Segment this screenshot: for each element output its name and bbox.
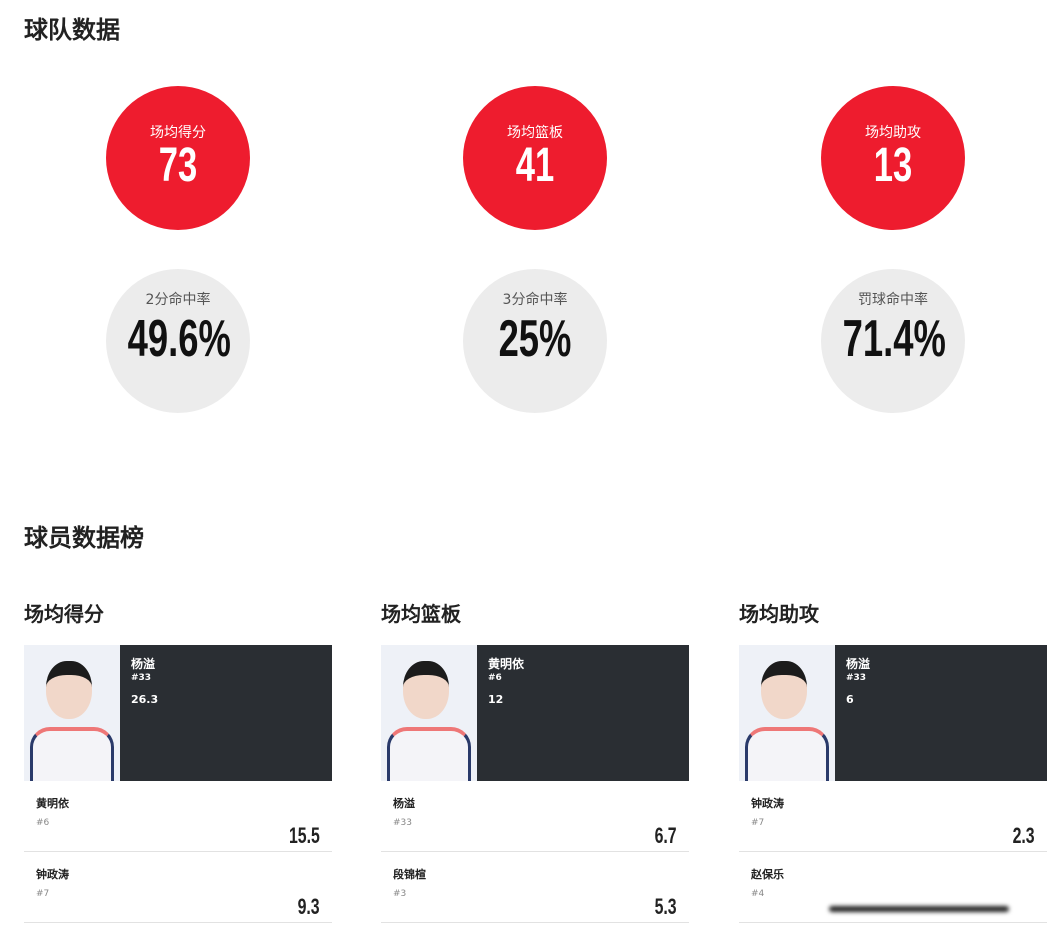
player-number: #33 (846, 673, 867, 683)
player-number: #33 (131, 673, 152, 683)
player-stat-value: 9.3 (297, 894, 320, 919)
stat-label: 3分命中率 (502, 292, 568, 308)
player-number: #33 (393, 818, 412, 828)
player-stats-title: 球员数据榜 (24, 524, 144, 552)
leader-card[interactable]: 黄明依 #6 12 (381, 645, 689, 781)
stat-circle-assists: 场均助攻 13 (821, 86, 965, 230)
stat-circle-points: 场均得分 73 (106, 86, 250, 230)
stat-circle-ft: 罚球命中率 71.4% (821, 269, 965, 413)
player-stat-value: 12 (488, 693, 504, 706)
player-stat-value: 15.5 (289, 823, 320, 848)
leader-card[interactable]: 杨溢 #33 26.3 (24, 645, 332, 781)
leader-card[interactable]: 杨溢 #33 6 (739, 645, 1047, 781)
player-name: 赵保乐 (751, 868, 784, 881)
player-stat-value: 26.3 (131, 693, 159, 706)
leaderboard-row[interactable]: 段锦楦 #3 5.3 (381, 852, 689, 923)
leaderboard-title: 场均得分 (24, 602, 104, 626)
stat-value: 13 (873, 139, 913, 192)
player-number: #6 (36, 818, 50, 828)
player-stat-value: 6.7 (654, 823, 677, 848)
player-number: #6 (488, 673, 502, 683)
leaderboard-row[interactable]: 杨溢 #33 6.7 (381, 781, 689, 852)
stat-label: 2分命中率 (145, 292, 211, 308)
player-number: #4 (751, 889, 765, 899)
leaderboard-row[interactable]: 赵保乐 #4 (739, 852, 1047, 923)
leaderboard: 场均助攻 杨溢 #33 6 钟政涛 #7 2.3 赵保乐 #4 (739, 598, 1047, 923)
player-number: #7 (36, 889, 50, 899)
team-stats-title: 球队数据 (24, 16, 120, 44)
stat-value: 25% (498, 310, 572, 368)
leaderboard-row[interactable]: 钟政涛 #7 2.3 (739, 781, 1047, 852)
stat-label: 场均助攻 (865, 125, 921, 141)
stat-value: 71.4% (842, 310, 946, 368)
player-name: 钟政涛 (751, 797, 784, 810)
stat-label: 场均篮板 (507, 125, 563, 141)
stat-value: 73 (158, 139, 198, 192)
player-stat-value: 5.3 (654, 894, 677, 919)
stat-circle-3pt: 3分命中率 25% (463, 269, 607, 413)
player-name: 杨溢 (846, 657, 871, 671)
player-photo (739, 645, 835, 781)
stat-value: 41 (515, 139, 555, 192)
stat-circle-rebounds: 场均篮板 41 (463, 86, 607, 230)
stat-value: 49.6% (127, 310, 231, 368)
player-name: 钟政涛 (36, 868, 69, 881)
leaderboard: 场均得分 杨溢 #33 26.3 黄明依 #6 15.5 钟政涛 #7 9.3 (24, 598, 332, 923)
player-stat-value: 2.3 (1012, 823, 1035, 848)
leaderboard: 场均篮板 黄明依 #6 12 杨溢 #33 6.7 段锦楦 #3 5.3 (381, 598, 689, 923)
player-number: #3 (393, 889, 407, 899)
player-number: #7 (751, 818, 765, 828)
player-photo (381, 645, 477, 781)
blurred-value (829, 906, 1009, 912)
leaderboard-title: 场均篮板 (381, 602, 461, 626)
player-stat-value: 6 (846, 693, 854, 706)
player-name: 段锦楦 (393, 868, 426, 881)
stat-label: 罚球命中率 (858, 292, 928, 308)
player-name: 黄明依 (36, 797, 69, 810)
leaderboard-row[interactable]: 钟政涛 #7 9.3 (24, 852, 332, 923)
stat-circle-2pt: 2分命中率 49.6% (106, 269, 250, 413)
leaderboard-title: 场均助攻 (739, 602, 819, 626)
player-name: 杨溢 (393, 797, 415, 810)
player-photo (24, 645, 120, 781)
player-name: 黄明依 (488, 657, 525, 671)
stat-label: 场均得分 (150, 125, 206, 141)
leaderboard-row[interactable]: 黄明依 #6 15.5 (24, 781, 332, 852)
player-name: 杨溢 (131, 657, 156, 671)
